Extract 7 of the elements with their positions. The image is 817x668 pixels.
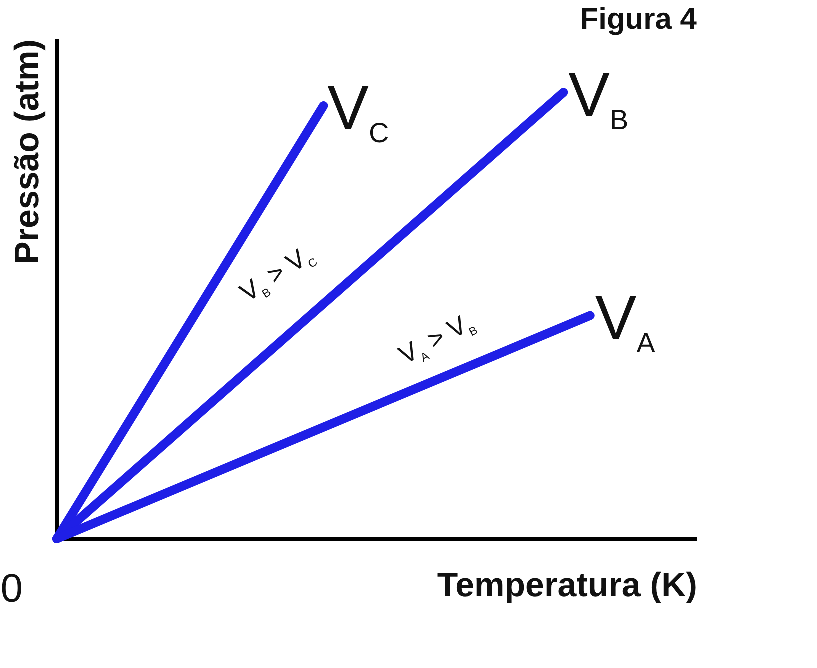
series-name: V$_{B}$ <box>568 60 629 136</box>
x-axis-title: Temperatura (K) <box>437 566 698 604</box>
chart-title: Figura 4 <box>580 3 698 36</box>
note: 0 <box>0 566 24 612</box>
y-axis-title: Pressão (atm) <box>8 40 46 264</box>
series-name: V$_{A}$ <box>595 282 656 360</box>
series-name: V$_{C}$ <box>328 72 390 150</box>
